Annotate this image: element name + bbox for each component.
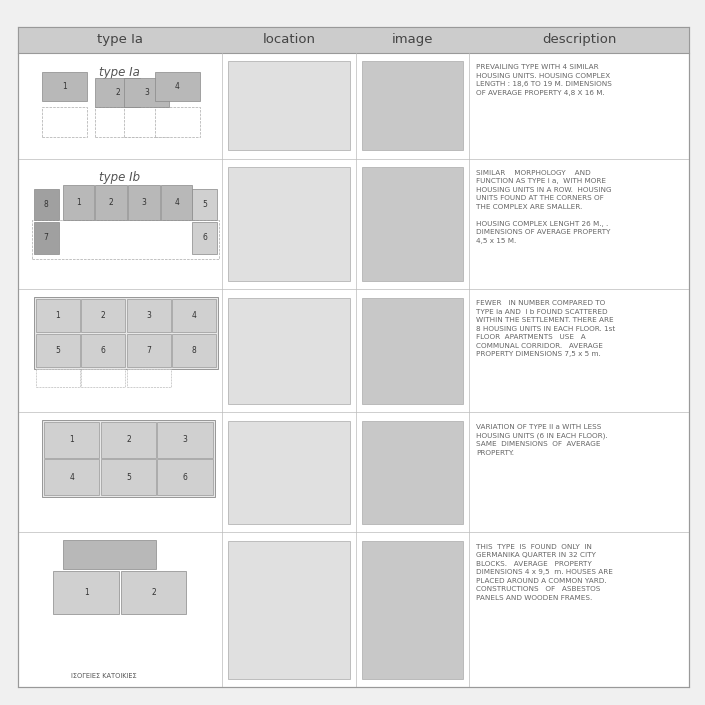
Text: 2: 2 [101,312,106,320]
Bar [172,299,216,333]
Bar [362,541,463,679]
Text: 8: 8 [44,200,49,209]
Text: 4: 4 [175,82,180,91]
Bar [36,334,80,367]
Bar [42,72,87,102]
Text: type II a: type II a [96,302,144,314]
Bar [362,167,463,281]
Text: 4: 4 [69,473,74,482]
Bar [154,107,200,137]
Bar [81,369,125,387]
Text: type III: type III [99,545,140,558]
Text: 4: 4 [192,312,197,320]
Bar [228,541,350,679]
Text: 1: 1 [84,588,88,597]
Text: 1: 1 [56,312,61,320]
Text: THIS  TYPE  IS  FOUND  ONLY  IN
GERMANIKA QUARTER IN 32 CITY
BLOCKS.   AVERAGE  : THIS TYPE IS FOUND ONLY IN GERMANIKA QUA… [476,544,613,601]
Bar [172,334,216,367]
Text: 6: 6 [101,346,106,355]
Bar [161,185,192,221]
Text: 4: 4 [174,198,179,207]
Text: 1: 1 [62,82,67,91]
Bar [95,107,140,137]
Bar [228,298,350,404]
Text: 5: 5 [126,473,131,482]
Text: 5: 5 [202,200,207,209]
Text: type Ib: type Ib [99,171,140,184]
Bar [192,189,217,221]
Text: description: description [542,33,616,47]
Text: 2: 2 [116,88,120,97]
Bar [44,460,99,496]
Bar [192,222,217,254]
Bar [128,185,160,221]
Text: type Ia: type Ia [99,66,140,78]
Bar [44,422,99,458]
Bar [362,298,463,404]
Bar [127,334,171,367]
Text: PREVAILING TYPE WITH 4 SIMILAR
HOUSING UNITS. HOUSING COMPLEX
LENGTH : 18,6 TO 1: PREVAILING TYPE WITH 4 SIMILAR HOUSING U… [476,64,612,96]
Bar [63,185,94,221]
Text: 7: 7 [44,233,49,243]
Bar [228,167,350,281]
Bar [95,78,140,107]
Text: 1: 1 [69,436,74,444]
Text: 3: 3 [147,312,151,320]
Text: 6: 6 [202,233,207,243]
Bar [81,334,125,367]
Bar [228,61,350,150]
Text: 3: 3 [183,436,188,444]
Bar [81,299,125,333]
Bar [154,72,200,102]
Bar [36,299,80,333]
Text: 3: 3 [142,198,147,207]
Text: 2: 2 [109,198,114,207]
Bar [18,27,689,53]
Text: image: image [392,33,433,47]
Text: 5: 5 [56,346,61,355]
Text: 7: 7 [147,346,151,355]
Bar [362,421,463,524]
Text: 2: 2 [126,436,131,444]
Text: 6: 6 [183,473,188,482]
Bar [36,369,80,387]
Text: type II b: type II b [96,425,144,438]
Bar [127,299,171,333]
Bar [54,571,118,614]
Bar [101,422,156,458]
Text: 3: 3 [145,88,149,97]
Bar [101,460,156,496]
Text: FEWER   IN NUMBER COMPARED TO
TYPE Ia AND  I b FOUND SCATTERED
WITHIN THE SETTLE: FEWER IN NUMBER COMPARED TO TYPE Ia AND … [476,300,615,357]
Text: location: location [262,33,316,47]
Bar [95,185,127,221]
Bar [42,420,215,498]
Bar [32,220,219,259]
Text: SIMILAR    MORPHOLOGY    AND
FUNCTION AS TYPE I a,  WITH MORE
HOUSING UNITS IN A: SIMILAR MORPHOLOGY AND FUNCTION AS TYPE … [476,170,611,244]
Text: 1: 1 [76,198,81,207]
Text: type Ia: type Ia [97,33,143,47]
Bar [124,78,169,107]
Bar [34,222,59,254]
Text: ΙΣΟΓΕΙΕΣ ΚΑΤΟΙΚΙΕΣ: ΙΣΟΓΕΙΕΣ ΚΑΤΟΙΚΙΕΣ [70,673,136,679]
Bar [124,107,169,137]
Text: 8: 8 [192,346,197,355]
Bar [228,421,350,524]
Text: VARIATION OF TYPE II a WITH LESS
HOUSING UNITS (6 IN EACH FLOOR).
SAME  DIMENSIO: VARIATION OF TYPE II a WITH LESS HOUSING… [476,424,608,455]
Bar [157,422,213,458]
Bar [362,61,463,150]
Bar [157,460,213,496]
Bar [127,369,171,387]
Bar [34,189,59,221]
Text: 2: 2 [152,588,156,597]
Bar [42,107,87,137]
Bar [63,541,157,569]
Bar [34,297,219,369]
Bar [121,571,186,614]
